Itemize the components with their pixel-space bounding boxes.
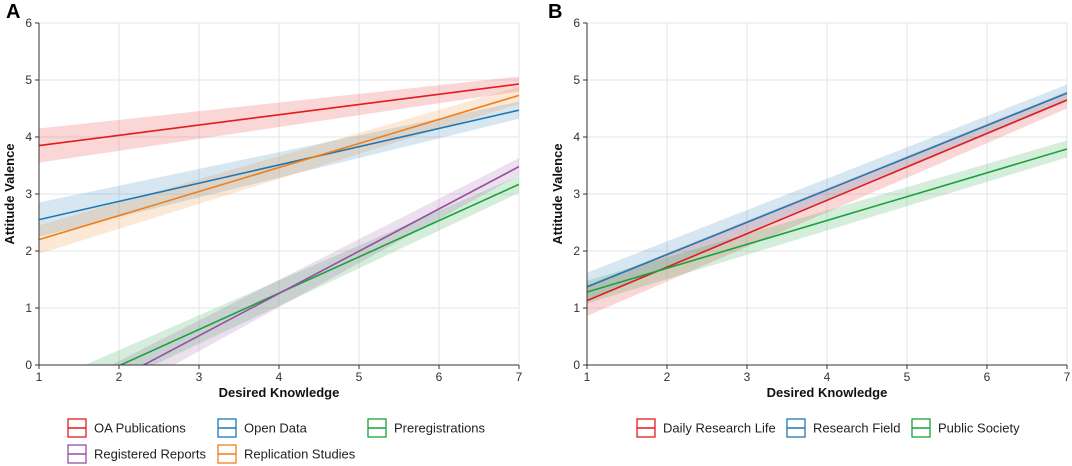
y-tick-label: 4 [25, 130, 32, 144]
x-axis-title: Desired Knowledge [767, 385, 888, 400]
legend-label: Daily Research Life [663, 421, 776, 436]
x-tick-label: 1 [36, 370, 43, 384]
legend: OA Publications Open Data Preregistrations… [67, 418, 486, 464]
x-tick-label: 1 [584, 370, 591, 384]
y-tick-label: 5 [25, 73, 32, 87]
x-tick-label: 2 [116, 370, 123, 384]
legend-item-2: Open Data [217, 418, 308, 438]
x-axis-title: Desired Knowledge [219, 385, 340, 400]
legend-item-2: Research Field [786, 418, 900, 438]
series-line-4 [141, 165, 519, 365]
legend: Daily Research Life Research Field Public … [636, 418, 1020, 438]
grid [38, 22, 520, 366]
ci-band-4 [110, 158, 519, 365]
legend-label: Open Data [244, 421, 308, 436]
y-tick-label: 1 [573, 301, 580, 315]
series-group [587, 84, 1067, 316]
x-tick-label: 5 [904, 370, 911, 384]
y-tick-label: 0 [25, 358, 32, 372]
grid [586, 22, 1068, 366]
legend-item-1: Daily Research Life [636, 418, 776, 438]
legend-label: Registered Reports [94, 447, 206, 462]
y-tick-label: 6 [25, 16, 32, 30]
y-axis-title: Attitude Valence [550, 143, 565, 244]
y-tick-label: 4 [573, 130, 580, 144]
x-tick-label: 6 [984, 370, 991, 384]
x-tick-label: 7 [1064, 370, 1071, 384]
ci-band-3 [84, 175, 519, 365]
y-tick-label: 0 [573, 358, 580, 372]
x-tick-label: 3 [744, 370, 751, 384]
y-tick-label: 1 [25, 301, 32, 315]
ci-band-1 [587, 91, 1067, 316]
x-tick-label: 5 [356, 370, 363, 384]
legend-label: Replication Studies [244, 447, 356, 462]
y-tick-label: 6 [573, 16, 580, 30]
y-tick-label: 5 [573, 73, 580, 87]
panel-label: B [548, 1, 562, 23]
series-group [39, 76, 519, 365]
legend-item-3: Preregistrations [367, 418, 486, 438]
series-line-1 [587, 99, 1067, 302]
ci-band-3 [587, 140, 1067, 304]
legend-label: Preregistrations [394, 421, 486, 436]
y-tick-label: 3 [25, 187, 32, 201]
ci-band-2 [587, 84, 1067, 302]
series-line-5 [39, 94, 519, 241]
series-line-3 [587, 148, 1067, 293]
x-tick-label: 2 [664, 370, 671, 384]
legend-label: Research Field [813, 421, 900, 436]
x-tick-label: 3 [196, 370, 203, 384]
x-tick-label: 7 [516, 370, 523, 384]
x-tick-label: 4 [276, 370, 283, 384]
legend-item-1: OA Publications [67, 418, 186, 438]
legend-item-4: Registered Reports [67, 444, 206, 464]
legend-item-3: Public Society [911, 418, 1020, 438]
series-line-2 [39, 109, 519, 221]
legend-label: Public Society [938, 421, 1020, 436]
legend-item-5: Replication Studies [217, 444, 356, 464]
ci-band-5 [39, 86, 519, 254]
legend-label: OA Publications [94, 421, 186, 436]
y-tick-label: 3 [573, 187, 580, 201]
x-tick-label: 6 [436, 370, 443, 384]
series-line-2 [587, 92, 1067, 288]
ci-band-1 [39, 76, 519, 163]
x-tick-label: 4 [824, 370, 831, 384]
panel-label: A [6, 1, 20, 23]
y-tick-label: 2 [25, 244, 32, 258]
y-axis-title: Attitude Valence [2, 143, 17, 244]
y-tick-label: 2 [573, 244, 580, 258]
series-line-1 [39, 83, 519, 147]
